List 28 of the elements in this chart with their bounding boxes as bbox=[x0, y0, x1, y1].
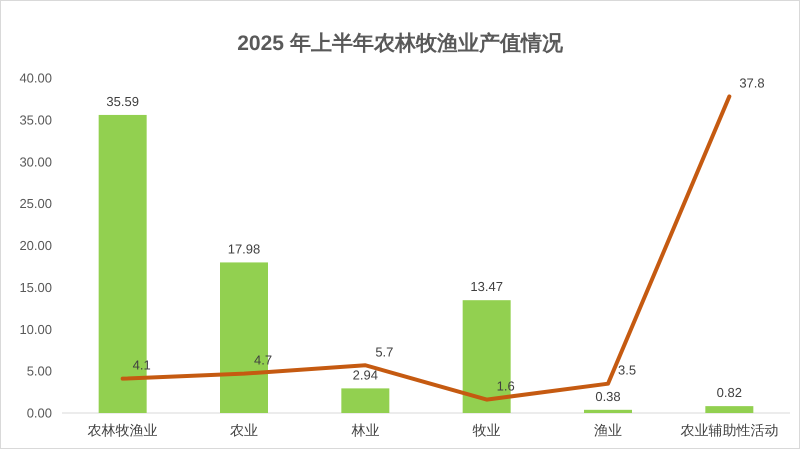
data-label: 37.8 bbox=[739, 75, 765, 90]
bar bbox=[705, 406, 754, 413]
y-tick-label: 35.00 bbox=[19, 112, 52, 128]
y-tick-label: 40.00 bbox=[19, 70, 52, 86]
data-label: 0.82 bbox=[716, 385, 742, 400]
chart-title: 2025 年上半年农林牧渔业产值情况 bbox=[237, 31, 564, 55]
bar bbox=[341, 388, 390, 413]
data-label: 2.94 bbox=[352, 367, 378, 382]
y-tick-label: 5.00 bbox=[26, 364, 52, 379]
y-tick-label: 20.00 bbox=[19, 238, 52, 253]
x-tick-label: 牧业 bbox=[472, 422, 501, 438]
data-label: 35.59 bbox=[106, 94, 139, 109]
y-tick-label: 0.00 bbox=[26, 406, 52, 420]
x-tick-label: 林业 bbox=[350, 422, 380, 438]
y-tick-label: 25.00 bbox=[19, 196, 52, 212]
y-tick-label: 10.00 bbox=[19, 322, 52, 337]
data-label: 3.5 bbox=[618, 362, 636, 378]
data-label: 17.98 bbox=[228, 241, 260, 256]
x-tick-label: 农林牧渔业 bbox=[88, 422, 158, 438]
x-tick-label: 农业辅助性活动 bbox=[680, 422, 778, 438]
x-tick-label: 农业 bbox=[230, 422, 258, 438]
bar bbox=[584, 410, 632, 413]
data-label: 0.38 bbox=[595, 388, 621, 404]
data-label: 13.47 bbox=[470, 279, 503, 294]
y-tick-label: 15.00 bbox=[19, 280, 52, 295]
x-tick-label: 渔业 bbox=[594, 422, 622, 438]
data-label: 5.7 bbox=[375, 344, 394, 360]
y-tick-label: 30.00 bbox=[19, 154, 52, 170]
